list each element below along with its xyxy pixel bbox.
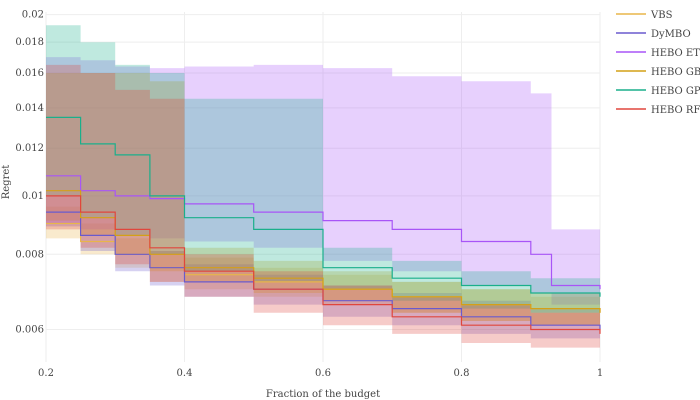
line-hebo-rf [46,195,601,334]
y-tick-label: 0.012 [15,143,44,154]
legend-label: DyMBO [651,29,691,40]
band-hebo-et [46,57,600,305]
legend-item-dymbo[interactable]: DyMBO [616,29,691,40]
line-hebo-et [46,175,601,290]
legend-item-hebo-et[interactable]: HEBO ET [616,48,700,59]
y-tick-label: 0.02 [22,10,44,21]
legend[interactable]: VBS DyMBO HEBO ET HEBO GB HEBO GP HEBO RF [616,10,700,116]
legend-label: HEBO GB [651,67,700,78]
legend-label: HEBO RF [651,105,700,116]
legend-item-vbs[interactable]: VBS [616,10,673,21]
x-axis-title: Fraction of the budget [266,389,380,400]
y-tick-labels: 0.006 0.008 0.01 0.012 0.014 0.016 0.018 0.02 [15,10,44,336]
legend-item-hebo-gb[interactable]: HEBO GB [616,67,700,78]
y-tick-label: 0.008 [15,249,44,260]
x-tick-labels: 0.2 0.4 0.6 0.8 1 [38,368,603,379]
legend-item-hebo-rf[interactable]: HEBO RF [616,105,700,116]
y-tick-label: 0.016 [15,68,44,79]
y-tick-label: 0.01 [22,191,44,202]
x-tick-label: 0.8 [454,368,470,379]
legend-label: VBS [650,10,673,21]
x-tick-label: 1 [597,368,603,379]
y-tick-label: 0.014 [15,103,44,114]
x-tick-label: 0.2 [38,368,54,379]
band-hebo-gp [46,25,600,317]
x-tick-label: 0.6 [315,368,331,379]
x-tick-label: 0.4 [177,368,193,379]
series-lines [46,116,601,334]
legend-label: HEBO ET [651,48,700,59]
line-hebo-gp [46,116,601,297]
y-tick-label: 0.006 [15,325,44,336]
legend-item-hebo-gp[interactable]: HEBO GP [616,86,700,97]
y-tick-label: 0.018 [15,37,44,48]
band-dymbo [46,195,600,343]
y-axis-title: Regret [1,165,12,200]
legend-label: HEBO GP [651,86,700,97]
grid-lines [45,12,601,362]
